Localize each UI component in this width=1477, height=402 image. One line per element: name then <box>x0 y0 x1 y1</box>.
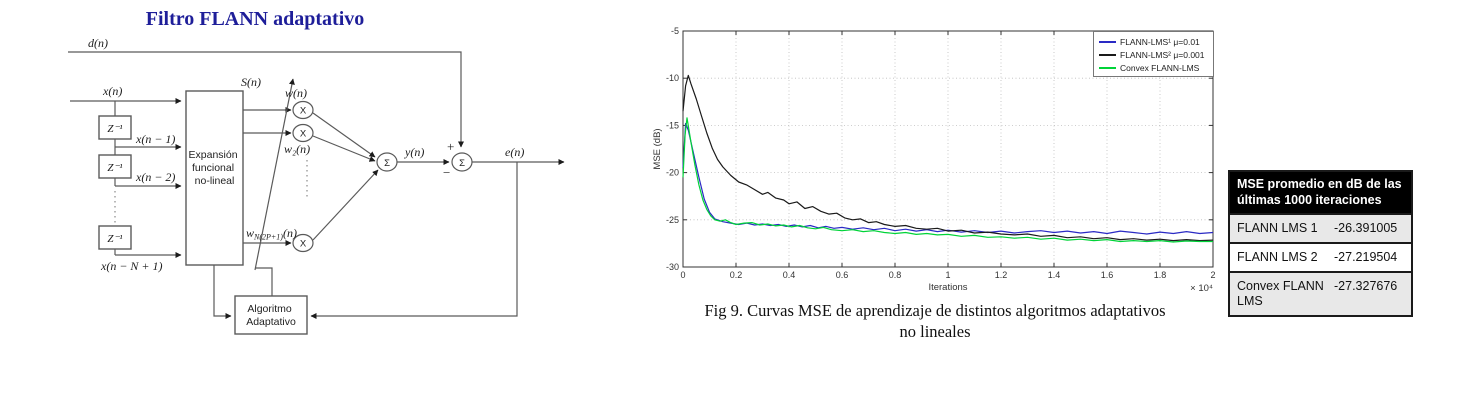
svg-text:1.6: 1.6 <box>1101 270 1114 280</box>
legend-entry: FLANN-LMS¹ μ=0.01 <box>1099 35 1209 48</box>
expansion-box-label: Expansión funcional no-lineal <box>189 149 241 187</box>
legend-swatch-convex <box>1099 66 1116 69</box>
series-line <box>682 117 1213 243</box>
x1-label: x(n − 1) <box>135 132 175 146</box>
table-row: FLANN LMS 1 -26.391005 <box>1230 213 1411 243</box>
row-value: -26.391005 <box>1334 221 1398 236</box>
row-value: -27.219504 <box>1334 250 1398 265</box>
expansion-to-algo-line <box>213 265 232 319</box>
svg-text:0.6: 0.6 <box>836 270 849 280</box>
svg-text:-10: -10 <box>666 73 679 83</box>
svg-text:× 10⁴: × 10⁴ <box>1190 283 1213 294</box>
algorithm-box <box>234 295 308 335</box>
svg-text:-25: -25 <box>666 215 679 225</box>
row-value: -27.327676 <box>1334 279 1398 294</box>
weight-update-arrow <box>254 78 295 271</box>
svg-text:2: 2 <box>1210 270 1215 280</box>
weight-update-feed <box>255 267 273 296</box>
legend-swatch-flann-lms2 <box>1099 53 1116 56</box>
svg-text:-30: -30 <box>666 262 679 272</box>
legend-label: Convex FLANN-LMS <box>1120 62 1200 73</box>
legend-label: FLANN-LMS¹ μ=0.01 <box>1120 36 1200 47</box>
series-line <box>682 74 1214 242</box>
svg-text:1.8: 1.8 <box>1154 270 1167 280</box>
svg-text:0.2: 0.2 <box>730 270 743 280</box>
wlast-label: wN(2P+1)(n) <box>246 226 297 242</box>
figure-caption: Fig 9. Curvas MSE de aprendizaje de dist… <box>645 301 1225 342</box>
z-delay-label-1: Z⁻¹ <box>107 123 122 135</box>
svg-text:0: 0 <box>680 270 685 280</box>
svg-text:MSE (dB): MSE (dB) <box>652 128 663 169</box>
S-label: S(n) <box>241 75 261 89</box>
table-row: FLANN LMS 2 -27.219504 <box>1230 242 1411 272</box>
multiplier-node-1 <box>292 100 314 120</box>
legend-label: FLANN-LMS² μ=0.001 <box>1120 49 1205 60</box>
mse-plot: 0 0.2 0.4 0.6 0.8 1 1.2 1.4 1.6 1.8 2 -5 -10 -15 -20 -2… <box>640 15 1225 300</box>
e-label: e(n) <box>505 145 524 159</box>
svg-text:1: 1 <box>945 270 950 280</box>
w1-label: w(n) <box>285 86 307 100</box>
table-header: MSE promedio en dB de las últimas 1000 i… <box>1230 172 1411 214</box>
summer-glyph: Σ <box>459 158 465 169</box>
d-label: d(n) <box>88 36 108 50</box>
svg-text:Iterations: Iterations <box>928 282 967 293</box>
table-row: Convex FLANN LMS -27.327676 <box>1230 271 1411 316</box>
caption-line-1: Fig 9. Curvas MSE de aprendizaje de dist… <box>704 301 1166 320</box>
legend-entry: FLANN-LMS² μ=0.001 <box>1099 48 1209 61</box>
diagram-title: Filtro FLANN adaptativo <box>145 8 365 30</box>
z-delay-label-2: Z⁻¹ <box>107 162 122 174</box>
svg-text:0.4: 0.4 <box>783 270 796 280</box>
row-label: FLANN LMS 2 <box>1237 250 1318 265</box>
w2-label: w₂(n) <box>284 142 310 156</box>
legend-swatch-flann-lms1 <box>1099 40 1116 43</box>
multiplier-node-2 <box>292 123 314 143</box>
flann-block-diagram: d(n) x(n) Z⁻¹ x(n − 1) Z⁻¹ x(n − 2) Z⁻¹ … <box>68 36 565 335</box>
plot-legend: FLANN-LMS¹ μ=0.01 FLANN-LMS² μ=0.001 Con… <box>1093 31 1214 77</box>
d-signal-line <box>68 51 464 148</box>
row-label: FLANN LMS 1 <box>1237 221 1318 236</box>
svg-text:0.8: 0.8 <box>889 270 902 280</box>
svg-text:1.4: 1.4 <box>1048 270 1061 280</box>
svg-text:1.2: 1.2 <box>995 270 1008 280</box>
svg-text:-20: -20 <box>666 168 679 178</box>
z-delay-label-3: Z⁻¹ <box>107 233 122 245</box>
m1-to-sum-line <box>312 112 376 158</box>
legend-entry: Convex FLANN-LMS <box>1099 61 1209 74</box>
xN-label: x(n − N + 1) <box>100 259 163 273</box>
svg-text:-15: -15 <box>666 120 679 130</box>
caption-line-2: no lineales <box>899 321 971 341</box>
multiplier-node-3 <box>292 233 314 253</box>
y-label: y(n) <box>404 145 424 159</box>
summer-glyph: Σ <box>384 158 390 169</box>
multiplier-glyph: X <box>300 239 307 250</box>
mse-table: MSE promedio en dB de las últimas 1000 i… <box>1228 170 1413 318</box>
plus-sign: + <box>447 139 454 154</box>
minus-sign: − <box>443 165 450 180</box>
row-label: Convex FLANN LMS <box>1237 279 1324 309</box>
mse-plot-axes: 0 0.2 0.4 0.6 0.8 1 1.2 1.4 1.6 1.8 2 -5 -10 -15 -20 -2… <box>652 26 1216 294</box>
multiplier-glyph: X <box>300 129 307 140</box>
expansion-box <box>185 90 244 266</box>
e-feedback-line <box>310 162 518 319</box>
m3-to-sum-line <box>312 169 379 241</box>
series-line <box>682 122 1214 235</box>
algorithm-box-label: Algoritmo Adaptativo <box>246 303 296 328</box>
x-label: x(n) <box>102 84 122 98</box>
multiplier-glyph: X <box>300 106 307 117</box>
x2-label: x(n − 2) <box>135 170 175 184</box>
svg-text:-5: -5 <box>671 26 679 36</box>
m2-to-sum-line <box>312 135 376 162</box>
